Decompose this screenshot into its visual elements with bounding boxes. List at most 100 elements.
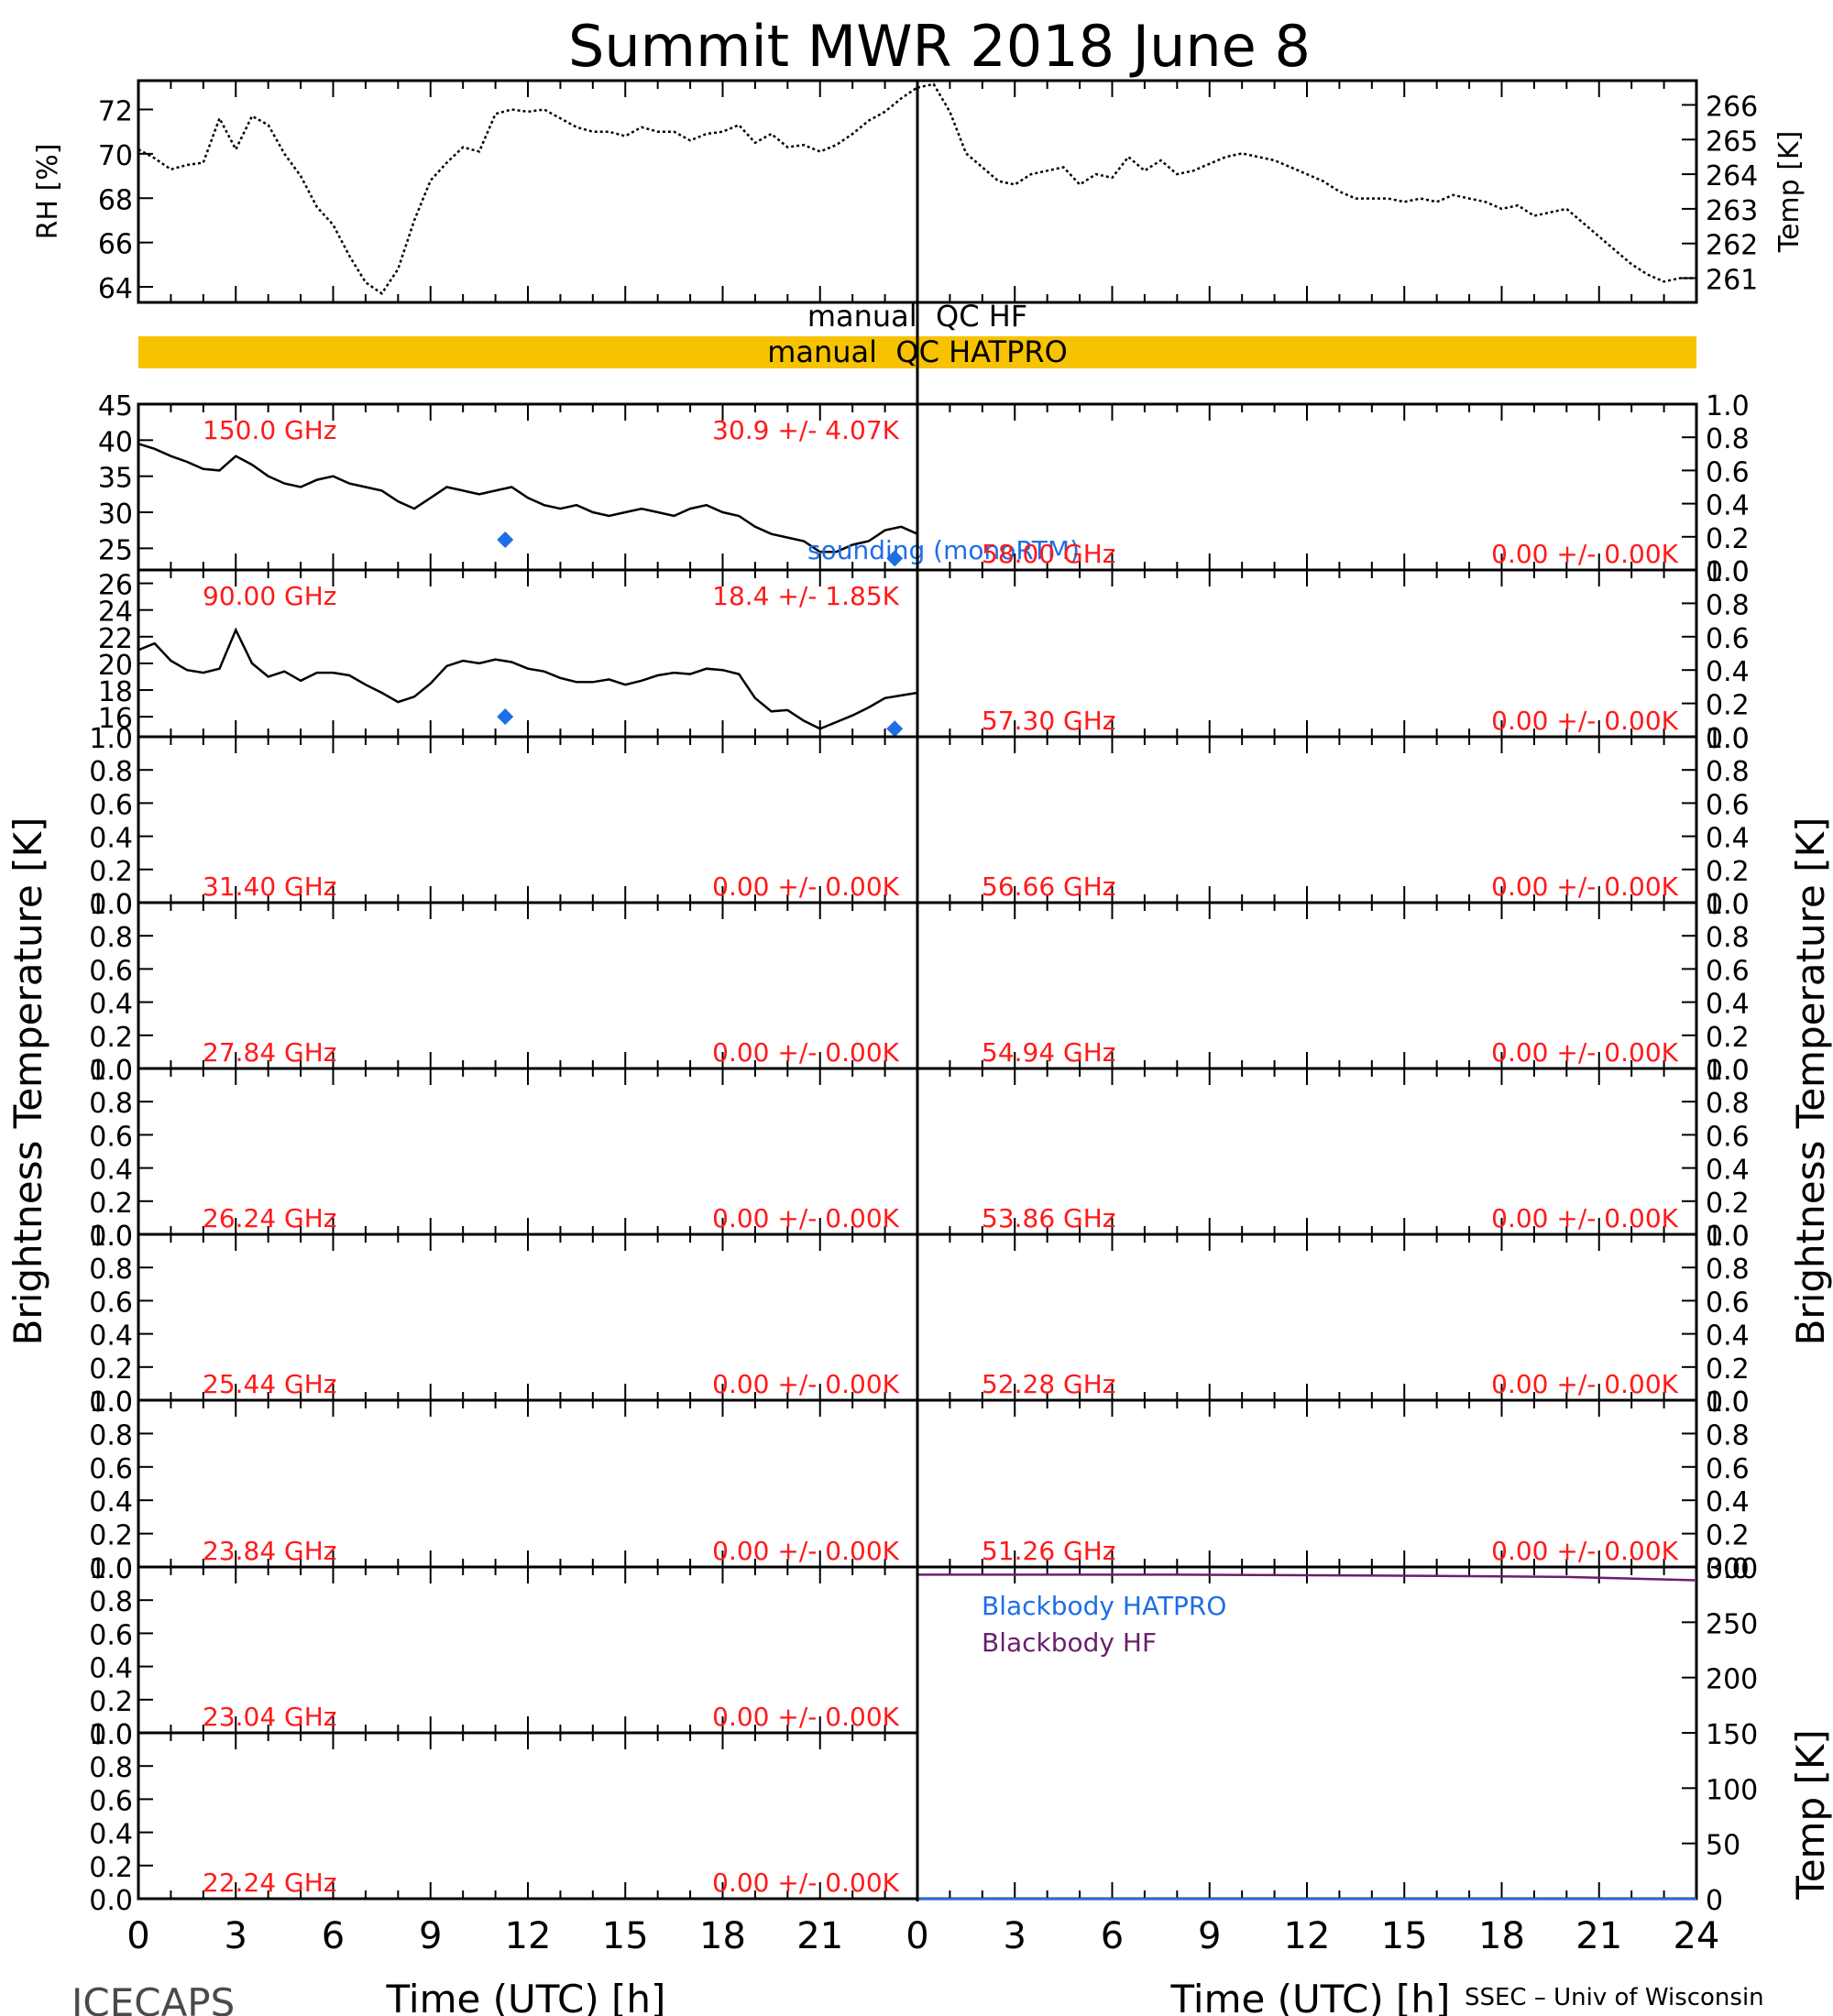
panel-58-00: 0.00.20.40.60.81.058.00 GHz 0.00 +/- 0.00… [916, 390, 1750, 588]
panel-frame [916, 79, 1698, 304]
panel-23-84: 0.00.20.40.60.81.023.84 GHz 0.00 +/- 0.00… [89, 1386, 919, 1585]
rh-ytick-label: 68 [98, 184, 133, 216]
panel-ytick-label: 0.0 [89, 1386, 133, 1419]
panel-ytick-label: 0.6 [89, 1453, 133, 1485]
panel-ytick-label: 0.0 [1706, 889, 1750, 921]
panel-ytick-label: 0.6 [1706, 456, 1750, 488]
footer-right-credit: SSEC – Univ of Wisconsin [1465, 1984, 1764, 2011]
sounding-point [497, 531, 514, 548]
panel-ytick-label: 0.0 [89, 1055, 133, 1087]
panel-ytick-label: 0.2 [1706, 690, 1750, 722]
panel-ytick-label: 0.6 [1706, 789, 1750, 821]
left-y-axis-label: Brightness Temperature [K] [5, 817, 50, 1346]
panel-ytick-label: 1.0 [1706, 1055, 1750, 1087]
panel-ytick-label: 0.0 [1706, 1553, 1750, 1585]
panel-ytick-label: 1.0 [1706, 723, 1750, 755]
panel-ytick-label: 0.8 [89, 1586, 133, 1618]
panel-ytick-label: 0.4 [89, 1653, 133, 1685]
frequency-label: 150.0 GHz [203, 415, 337, 445]
panel-blackbody: 0 50 100 150 200 250 300 Blackbody HATPRO Blackb… [916, 1553, 1833, 1917]
panel-ytick-label: 0.8 [89, 1088, 133, 1120]
x-tick-label-left: 18 [699, 1915, 746, 1957]
panel-ytick-label: 0.4 [1706, 989, 1750, 1021]
stats-label: 0.00 +/- 0.00K [712, 1536, 899, 1566]
panel-ytick-label: 0.2 [89, 1188, 133, 1220]
frequency-label: 31.40 GHz [203, 871, 337, 902]
panel-ytick-label: 0.2 [1706, 1188, 1750, 1220]
bb-hf-legend: Blackbody HF [982, 1627, 1157, 1658]
panel-ytick-label: 0.6 [89, 955, 133, 987]
stats-label: 0.00 +/- 0.00K [712, 1037, 899, 1068]
stats-label: 18.4 +/- 1.85K [712, 581, 899, 611]
panel-22-24: 0.00.20.40.60.81.022.24 GHz 0.00 +/- 0.00… [89, 1719, 919, 1917]
panel-31-40: 0.00.20.40.60.81.031.40 GHz 0.00 +/- 0.00… [89, 723, 919, 921]
series-line [137, 443, 918, 553]
panel-rh: 64 66 68 70 72 RH [%] [32, 79, 919, 305]
stats-label: 0.00 +/- 0.00K [1491, 1369, 1678, 1399]
bb-ytick-label: 100 [1706, 1774, 1758, 1806]
panel-ytick-label: 0.8 [1706, 922, 1750, 954]
bb-1-line [917, 1573, 1697, 1582]
bb-ytick-label: 300 [1706, 1553, 1758, 1585]
temp-line [916, 82, 1696, 283]
panel-ytick-label: 0.2 [1706, 1353, 1750, 1386]
frequency-label: 52.28 GHz [982, 1369, 1116, 1399]
panel-ytick-label: 0.4 [1706, 490, 1750, 522]
x-tick-label-left: 6 [322, 1915, 345, 1957]
frequency-label: 58.00 GHz [982, 539, 1116, 569]
panel-ytick-label: 0.4 [1706, 1486, 1750, 1518]
rh-axis-label: RH [%] [32, 144, 64, 240]
panel-ytick-label: 0.8 [89, 1419, 133, 1452]
chart-title: Summit MWR 2018 June 8 [568, 13, 1311, 80]
panel-ytick-label: 40 [98, 426, 133, 458]
panel-ytick-label: 24 [98, 597, 133, 629]
panel-ytick-label: 0.0 [1706, 723, 1750, 755]
stats-label: 0.00 +/- 0.00K [1491, 706, 1678, 736]
panel-ytick-label: 1.0 [1706, 889, 1750, 921]
panel-ytick-label: 0.4 [1706, 823, 1750, 855]
panel-ytick-label: 0.4 [89, 823, 133, 855]
panel-ytick-label: 35 [98, 463, 133, 495]
panel-56-66: 0.00.20.40.60.81.056.66 GHz 0.00 +/- 0.00… [916, 723, 1750, 921]
stats-label: 0.00 +/- 0.00K [1491, 539, 1678, 569]
right-y-axis-label: Brightness Temperature [K] [1788, 817, 1833, 1346]
frequency-label: 27.84 GHz [203, 1037, 337, 1068]
panel-ytick-label: 0.6 [89, 1619, 133, 1651]
panel-ytick-label: 0.4 [89, 1819, 133, 1851]
x-tick-label-right: 15 [1381, 1915, 1428, 1957]
panel-ytick-label: 0.4 [1706, 1320, 1750, 1353]
panel-ytick-label: 0.8 [89, 922, 133, 954]
panel-ytick-label: 0.2 [89, 1852, 133, 1884]
rh-ytick-label: 70 [98, 140, 133, 172]
stats-label: 0.00 +/- 0.00K [712, 871, 899, 902]
panel-ytick-label: 0.0 [89, 1553, 133, 1585]
panel-ytick-label: 45 [98, 390, 133, 422]
panel-ytick-label: 0.8 [89, 1752, 133, 1784]
panel-ytick-label: 16 [98, 703, 133, 735]
frequency-label: 23.04 GHz [203, 1702, 337, 1732]
temp-ytick-label: 264 [1706, 160, 1758, 192]
panel-ytick-label: 0.8 [1706, 1088, 1750, 1120]
panel-ytick-label: 0.0 [1706, 1221, 1750, 1253]
rh-ytick-label: 66 [98, 229, 133, 261]
footer-left-credit: ICECAPS [71, 1980, 235, 2016]
x-tick-label-right: 21 [1575, 1915, 1622, 1957]
panel-ytick-label: 0.8 [1706, 1254, 1750, 1286]
panel-ytick-label: 0.2 [89, 856, 133, 888]
x-tick-label-right: 12 [1284, 1915, 1331, 1957]
rh-ytick-label: 64 [98, 273, 133, 305]
stats-label: 0.00 +/- 0.00K [712, 1702, 899, 1732]
bb-ytick-label: 150 [1706, 1719, 1758, 1751]
panel-ytick-label: 0.6 [1706, 1121, 1750, 1153]
panel-ytick-label: 0.6 [1706, 1287, 1750, 1319]
panel-ytick-label: 0.2 [1706, 1520, 1750, 1552]
panel-ytick-label: 0.6 [89, 789, 133, 821]
panel-ytick-label: 1.0 [89, 1719, 133, 1751]
panel-ytick-label: 1.0 [1706, 1221, 1750, 1253]
sounding-point [497, 708, 514, 726]
frequency-label: 57.30 GHz [982, 706, 1116, 736]
